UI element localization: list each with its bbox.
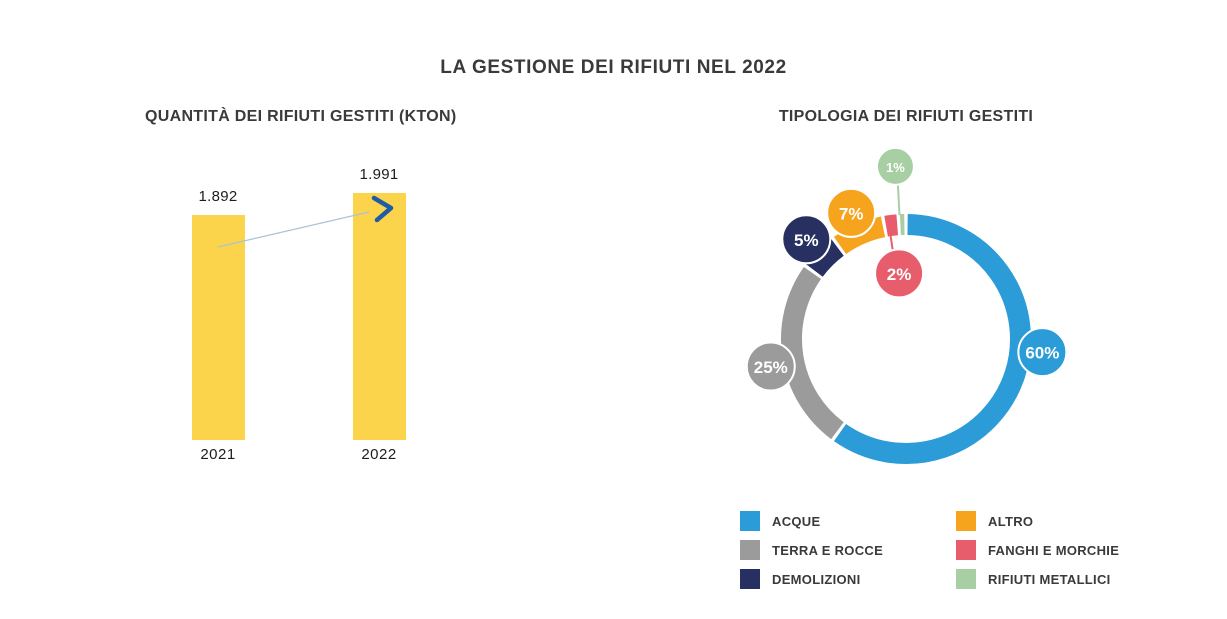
legend-label-rifiuti-metallici: RIFIUTI METALLICI — [988, 571, 1111, 587]
bar-chart-title: QUANTITÀ DEI RIFIUTI GESTITI (KTON) — [145, 108, 457, 125]
donut-bubble-demolizioni — [781, 214, 832, 265]
donut-callout-line-rifiuti-metallici — [896, 185, 901, 216]
legend-item-acque: ACQUE — [740, 511, 820, 531]
legend-swatch-demolizioni — [740, 569, 760, 589]
donut-bubble-terra-e-rocce — [745, 341, 796, 392]
legend-item-terra-e-rocce: TERRA E ROCCE — [740, 540, 883, 560]
donut-chart: 60% 25% 5% 7% 2% 1% — [745, 146, 1068, 464]
legend-swatch-terra-e-rocce — [740, 540, 760, 560]
bar-value-2021: 1.892 — [198, 188, 238, 205]
bar-value-2022: 1.991 — [359, 166, 399, 183]
donut-pct-label-terra-e-rocce: 25% — [754, 358, 788, 377]
bar-2022 — [353, 193, 406, 440]
axis-label-2022: 2022 — [361, 446, 397, 463]
donut-bubble-acque — [1017, 327, 1068, 378]
donut-bubble-rifiuti-metallici — [875, 146, 915, 186]
donut-segment-demolizioni — [805, 238, 844, 277]
legend-swatch-altro — [956, 511, 976, 531]
donut-pct-label-rifiuti-metallici: 1% — [886, 160, 905, 175]
legend-item-demolizioni: DEMOLIZIONI — [740, 569, 861, 589]
legend-item-rifiuti-metallici: RIFIUTI METALLICI — [956, 569, 1111, 589]
donut-segment-terra-e-rocce — [781, 266, 844, 440]
donut-segment-acque — [833, 214, 1031, 464]
legend-label-acque: ACQUE — [772, 513, 821, 529]
legend-item-fanghi-e-morchie: FANGHI E MORCHIE — [956, 540, 1119, 560]
legend-label-fanghi-e-morchie: FANGHI E MORCHIE — [988, 542, 1120, 558]
donut-pct-label-altro: 7% — [839, 204, 864, 223]
axis-label-2021: 2021 — [200, 446, 236, 463]
legend-swatch-acque — [740, 511, 760, 531]
donut-bubble-fanghi-e-morchie — [874, 248, 925, 299]
legend-swatch-fanghi-e-morchie — [956, 540, 976, 560]
legend-label-demolizioni: DEMOLIZIONI — [772, 571, 861, 587]
legend-label-terra-e-rocce: TERRA E ROCCE — [772, 542, 884, 558]
bar-2021 — [192, 215, 245, 440]
donut-bubble-altro — [826, 187, 877, 238]
donut-pct-label-acque: 60% — [1025, 344, 1059, 363]
donut-pct-label-fanghi-e-morchie: 2% — [887, 265, 912, 284]
legend-label-altro: ALTRO — [988, 513, 1034, 529]
legend-swatch-rifiuti-metallici — [956, 569, 976, 589]
donut-segment-fanghi-e-morchie — [884, 214, 899, 237]
legend-item-altro: ALTRO — [956, 511, 1033, 531]
page-title: LA GESTIONE DEI RIFIUTI NEL 2022 — [440, 57, 787, 78]
donut-pct-label-demolizioni: 5% — [794, 231, 819, 250]
donut-chart-title: TIPOLOGIA DEI RIFIUTI GESTITI — [778, 108, 1034, 125]
